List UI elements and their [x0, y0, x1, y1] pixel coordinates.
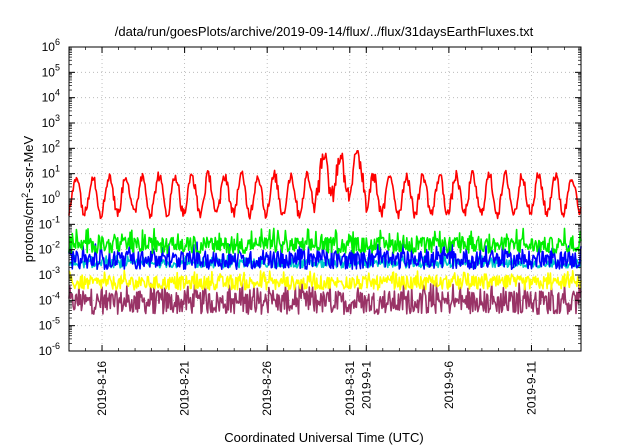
y-tick-label: 104	[42, 88, 60, 105]
y-axis-label: protons/cm2-s-sr-MeV	[20, 135, 36, 262]
series-line	[68, 241, 582, 271]
x-tick-label: 2019-8-26	[260, 361, 274, 416]
x-axis: 2019-8-16 2019-8-21 2019-8-26 2019-8-31 2019…	[68, 47, 582, 416]
y-tick-label: 10-3	[39, 265, 60, 282]
y-tick-label: 10-2	[39, 240, 60, 257]
series-line	[68, 269, 582, 291]
y-axis: 10-6 10-5 10-4 10-3 10-2 10-1 100 101 102 103 104 1…	[39, 37, 581, 358]
x-tick-label: 2019-9-1	[359, 361, 373, 409]
x-tick-label: 2019-9-11	[524, 361, 538, 415]
x-axis-label: Coordinated Universal Time (UTC)	[224, 430, 423, 445]
x-tick-label: 2019-8-31	[343, 361, 357, 416]
series-line	[68, 282, 582, 316]
series-line	[68, 254, 582, 269]
series-layer	[68, 150, 582, 316]
y-tick-label: 10-5	[39, 316, 60, 333]
x-tick-label: 2019-8-16	[95, 361, 109, 416]
y-tick-label: 102	[42, 138, 60, 155]
y-tick-label: 10-4	[39, 290, 60, 307]
chart-title: /data/run/goesPlots/archive/2019-09-14/f…	[115, 24, 534, 39]
series-line	[68, 227, 582, 254]
y-tick-label: 105	[42, 62, 60, 79]
y-tick-label: 106	[42, 37, 60, 54]
series-line	[68, 150, 582, 220]
y-tick-label: 100	[42, 189, 60, 206]
x-tick-label: 2019-8-21	[178, 361, 192, 416]
y-tick-label: 103	[42, 113, 60, 130]
x-tick-label: 2019-9-6	[442, 361, 456, 409]
y-tick-label: 10-1	[39, 214, 60, 231]
y-tick-label: 101	[42, 164, 60, 181]
y-tick-label: 10-6	[39, 341, 60, 358]
